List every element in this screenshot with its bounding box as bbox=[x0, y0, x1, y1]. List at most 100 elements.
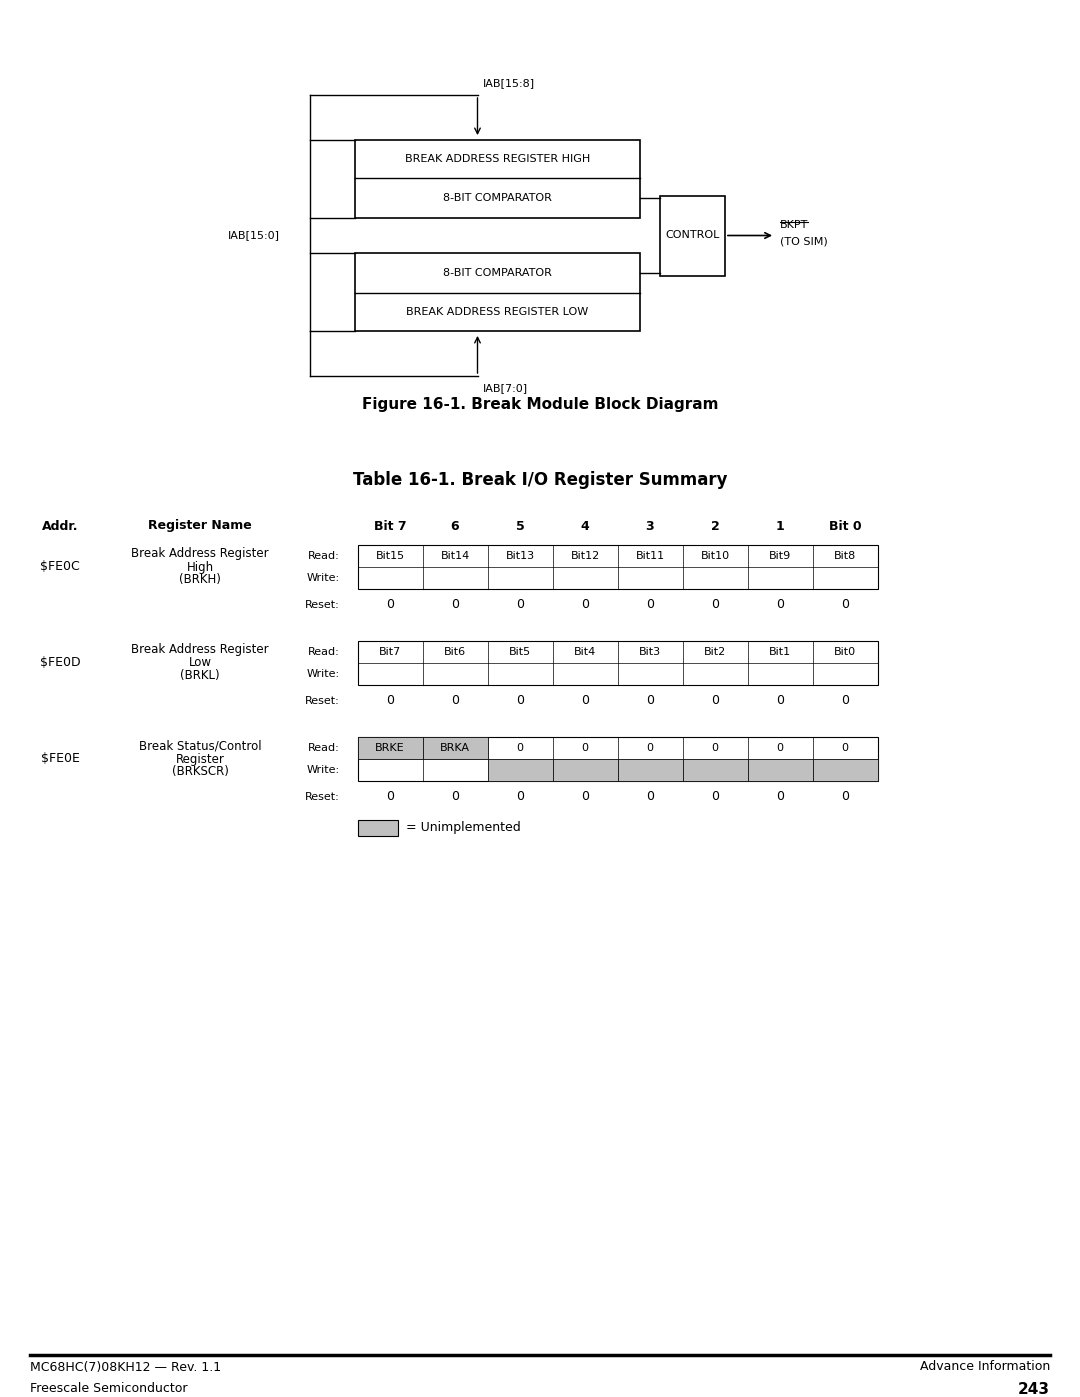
Text: Bit0: Bit0 bbox=[834, 647, 856, 657]
Text: 0: 0 bbox=[386, 791, 394, 803]
Bar bbox=[683, 759, 747, 781]
Bar bbox=[355, 253, 640, 331]
Text: Break Address Register: Break Address Register bbox=[131, 644, 269, 657]
Text: 0: 0 bbox=[646, 694, 654, 707]
Text: 0: 0 bbox=[581, 694, 589, 707]
Text: 6: 6 bbox=[450, 520, 459, 532]
Text: 0: 0 bbox=[841, 791, 849, 803]
Text: Figure 16-1. Break Module Block Diagram: Figure 16-1. Break Module Block Diagram bbox=[362, 398, 718, 412]
Text: Low: Low bbox=[189, 657, 212, 669]
Text: 0: 0 bbox=[711, 791, 719, 803]
Text: 0: 0 bbox=[516, 694, 524, 707]
Text: 0: 0 bbox=[516, 598, 524, 612]
Text: 0: 0 bbox=[712, 743, 718, 753]
Text: BRKE: BRKE bbox=[375, 743, 405, 753]
Text: 8-BIT COMPARATOR: 8-BIT COMPARATOR bbox=[443, 268, 552, 278]
Text: 8-BIT COMPARATOR: 8-BIT COMPARATOR bbox=[443, 193, 552, 203]
Bar bbox=[357, 738, 877, 781]
Text: High: High bbox=[187, 560, 214, 574]
Text: Bit 0: Bit 0 bbox=[828, 520, 862, 532]
Text: (BRKH): (BRKH) bbox=[179, 574, 221, 587]
Text: Bit2: Bit2 bbox=[704, 647, 726, 657]
Text: IAB[7:0]: IAB[7:0] bbox=[483, 383, 528, 393]
Text: Bit 7: Bit 7 bbox=[374, 520, 406, 532]
Text: $FE0E: $FE0E bbox=[41, 753, 80, 766]
Text: 0: 0 bbox=[647, 743, 653, 753]
Text: Read:: Read: bbox=[308, 647, 340, 657]
Text: Bit4: Bit4 bbox=[573, 647, 596, 657]
Text: 0: 0 bbox=[711, 598, 719, 612]
Text: Write:: Write: bbox=[307, 573, 340, 583]
Text: Register: Register bbox=[176, 753, 225, 766]
Text: (BRKSCR): (BRKSCR) bbox=[172, 766, 229, 778]
Text: 2: 2 bbox=[711, 520, 719, 532]
Text: Bit13: Bit13 bbox=[505, 550, 535, 562]
Text: IAB[15:8]: IAB[15:8] bbox=[483, 78, 535, 88]
Text: Bit15: Bit15 bbox=[376, 550, 405, 562]
Text: 0: 0 bbox=[777, 694, 784, 707]
Text: 0: 0 bbox=[841, 743, 849, 753]
Text: 0: 0 bbox=[777, 791, 784, 803]
Text: = Unimplemented: = Unimplemented bbox=[405, 821, 521, 834]
Text: Bit5: Bit5 bbox=[509, 647, 531, 657]
Text: BREAK ADDRESS REGISTER LOW: BREAK ADDRESS REGISTER LOW bbox=[406, 307, 589, 317]
Bar bbox=[618, 759, 683, 781]
Text: Bit10: Bit10 bbox=[701, 550, 730, 562]
Text: 0: 0 bbox=[646, 791, 654, 803]
Bar bbox=[357, 545, 877, 590]
Text: 4: 4 bbox=[581, 520, 590, 532]
Text: 243: 243 bbox=[1018, 1382, 1050, 1397]
Text: Break Status/Control: Break Status/Control bbox=[138, 739, 261, 753]
Text: (TO SIM): (TO SIM) bbox=[780, 236, 827, 246]
Text: BRKA: BRKA bbox=[440, 743, 470, 753]
Text: 0: 0 bbox=[777, 743, 783, 753]
Text: $FE0C: $FE0C bbox=[40, 560, 80, 574]
Text: Bit9: Bit9 bbox=[769, 550, 792, 562]
Text: Bit12: Bit12 bbox=[570, 550, 599, 562]
Text: 0: 0 bbox=[777, 598, 784, 612]
Text: Advance Information: Advance Information bbox=[920, 1361, 1050, 1373]
Text: 0: 0 bbox=[451, 791, 459, 803]
Text: Read:: Read: bbox=[308, 743, 340, 753]
Text: 0: 0 bbox=[451, 694, 459, 707]
Text: Bit11: Bit11 bbox=[635, 550, 664, 562]
Text: Table 16-1. Break I/O Register Summary: Table 16-1. Break I/O Register Summary bbox=[353, 471, 727, 489]
Text: 0: 0 bbox=[451, 598, 459, 612]
Text: 0: 0 bbox=[581, 791, 589, 803]
Text: Bit8: Bit8 bbox=[834, 550, 856, 562]
Text: 0: 0 bbox=[386, 598, 394, 612]
Text: 1: 1 bbox=[775, 520, 784, 532]
Text: 0: 0 bbox=[841, 694, 849, 707]
Text: 0: 0 bbox=[841, 598, 849, 612]
Bar bbox=[487, 759, 553, 781]
Text: Reset:: Reset: bbox=[306, 599, 340, 610]
Text: Write:: Write: bbox=[307, 669, 340, 679]
Text: Bit6: Bit6 bbox=[444, 647, 467, 657]
Text: Bit7: Bit7 bbox=[379, 647, 401, 657]
Text: BKPT: BKPT bbox=[780, 219, 808, 229]
Text: Write:: Write: bbox=[307, 766, 340, 775]
Text: BREAK ADDRESS REGISTER HIGH: BREAK ADDRESS REGISTER HIGH bbox=[405, 154, 590, 163]
Text: MC68HC(7)08KH12 — Rev. 1.1: MC68HC(7)08KH12 — Rev. 1.1 bbox=[30, 1361, 221, 1373]
Bar bbox=[422, 738, 487, 759]
Bar bbox=[357, 641, 877, 685]
Bar bbox=[660, 196, 725, 275]
Text: Reset:: Reset: bbox=[306, 696, 340, 705]
Bar bbox=[355, 140, 640, 218]
Text: 0: 0 bbox=[581, 598, 589, 612]
Text: 0: 0 bbox=[646, 598, 654, 612]
Text: Read:: Read: bbox=[308, 550, 340, 562]
Bar bbox=[357, 820, 397, 835]
Text: $FE0D: $FE0D bbox=[40, 657, 80, 669]
Text: Bit1: Bit1 bbox=[769, 647, 791, 657]
Text: Break Address Register: Break Address Register bbox=[131, 548, 269, 560]
Text: 0: 0 bbox=[386, 694, 394, 707]
Bar bbox=[747, 759, 812, 781]
Bar bbox=[357, 738, 422, 759]
Text: 0: 0 bbox=[516, 743, 524, 753]
Text: 3: 3 bbox=[646, 520, 654, 532]
Text: Bit3: Bit3 bbox=[639, 647, 661, 657]
Text: 0: 0 bbox=[711, 694, 719, 707]
Text: CONTROL: CONTROL bbox=[665, 231, 719, 240]
Bar bbox=[812, 759, 877, 781]
